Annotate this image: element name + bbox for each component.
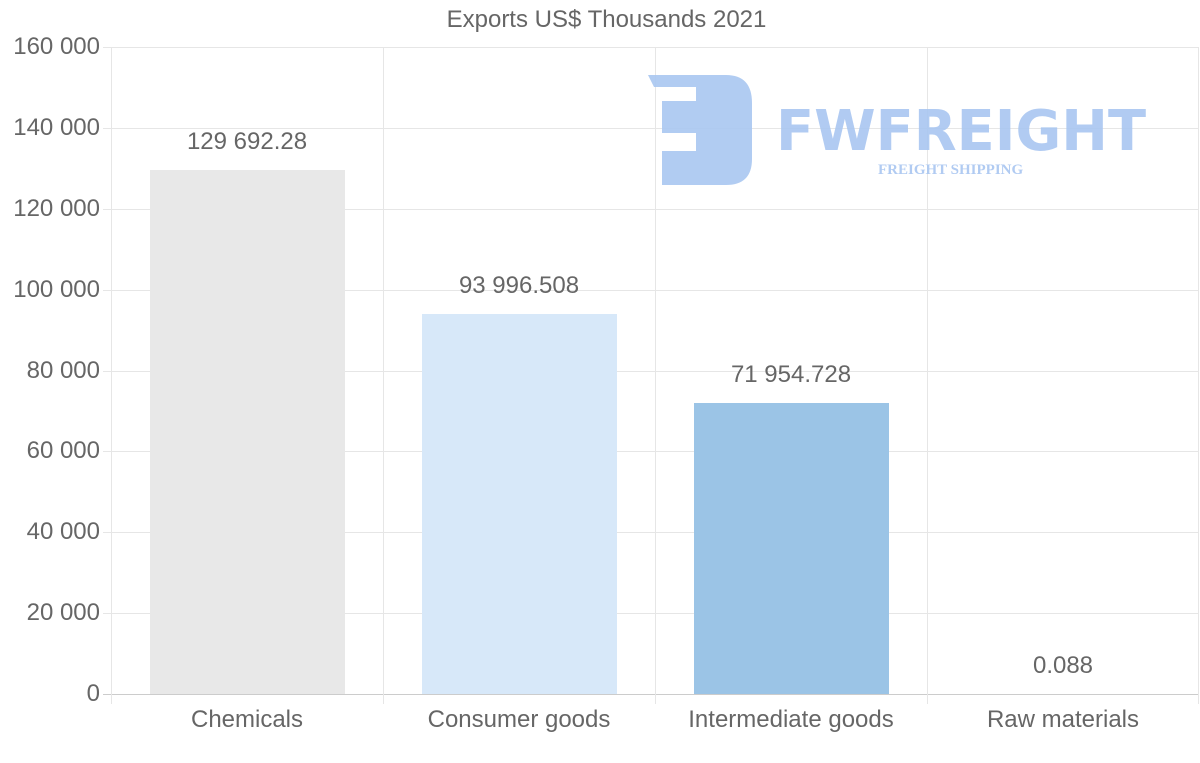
y-tick-label: 120 000 xyxy=(13,194,100,222)
bar-intermediate-goods[interactable] xyxy=(693,403,889,694)
bar-value-label: 93 996.508 xyxy=(458,271,580,299)
x-gridline xyxy=(383,47,384,704)
y-gridline xyxy=(103,451,1199,453)
chart-title: Exports US$ Thousands 2021 xyxy=(446,6,767,33)
y-tick-label: 80 000 xyxy=(26,356,100,384)
y-gridline xyxy=(103,694,1199,695)
x-gridline xyxy=(1198,47,1199,704)
y-tick-label: 140 000 xyxy=(13,113,100,141)
fwfreight-watermark-logo: FWFREIGHT FREIGHT SHIPPING xyxy=(648,75,1146,185)
y-tick-label: 60 000 xyxy=(26,437,100,465)
y-tick-label: 20 000 xyxy=(26,599,100,627)
y-gridline xyxy=(103,127,1199,129)
y-tick-label: 100 000 xyxy=(13,275,100,303)
bar-chemicals[interactable] xyxy=(149,169,345,694)
x-tick-label: Raw materials xyxy=(986,706,1140,733)
x-gridline xyxy=(927,47,928,704)
x-tick-label: Chemicals xyxy=(190,706,304,733)
bar-consumer-goods[interactable] xyxy=(421,313,617,694)
bar-value-label: 129 692.28 xyxy=(186,127,308,155)
y-gridline xyxy=(103,370,1199,372)
y-tick-label: 160 000 xyxy=(13,33,100,60)
y-gridline xyxy=(103,289,1199,291)
y-gridline xyxy=(103,208,1199,210)
logo-mark-icon xyxy=(648,75,752,185)
bar-value-label: 0.088 xyxy=(1032,651,1094,679)
x-gridline xyxy=(655,47,656,704)
y-tick-label: 40 000 xyxy=(26,518,100,546)
y-gridline xyxy=(103,532,1199,534)
y-gridline xyxy=(103,613,1199,615)
y-gridline xyxy=(103,47,1199,48)
plot-area: 129 692.28 93 996.508 71 954.728 0.088 xyxy=(103,47,1199,704)
y-tick-label: 0 xyxy=(86,680,100,707)
svg-text:FREIGHT SHIPPING: FREIGHT SHIPPING xyxy=(878,162,1023,178)
x-gridline xyxy=(111,47,112,704)
svg-text:FWFREIGHT: FWFREIGHT xyxy=(776,99,1146,164)
x-tick-label: Consumer goods xyxy=(427,706,611,733)
bar-value-label: 71 954.728 xyxy=(730,361,852,389)
x-tick-label: Intermediate goods xyxy=(688,706,894,733)
